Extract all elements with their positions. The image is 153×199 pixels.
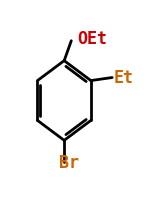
Text: OEt: OEt bbox=[77, 30, 107, 48]
Text: Et: Et bbox=[113, 68, 133, 87]
Text: Br: Br bbox=[60, 154, 79, 172]
